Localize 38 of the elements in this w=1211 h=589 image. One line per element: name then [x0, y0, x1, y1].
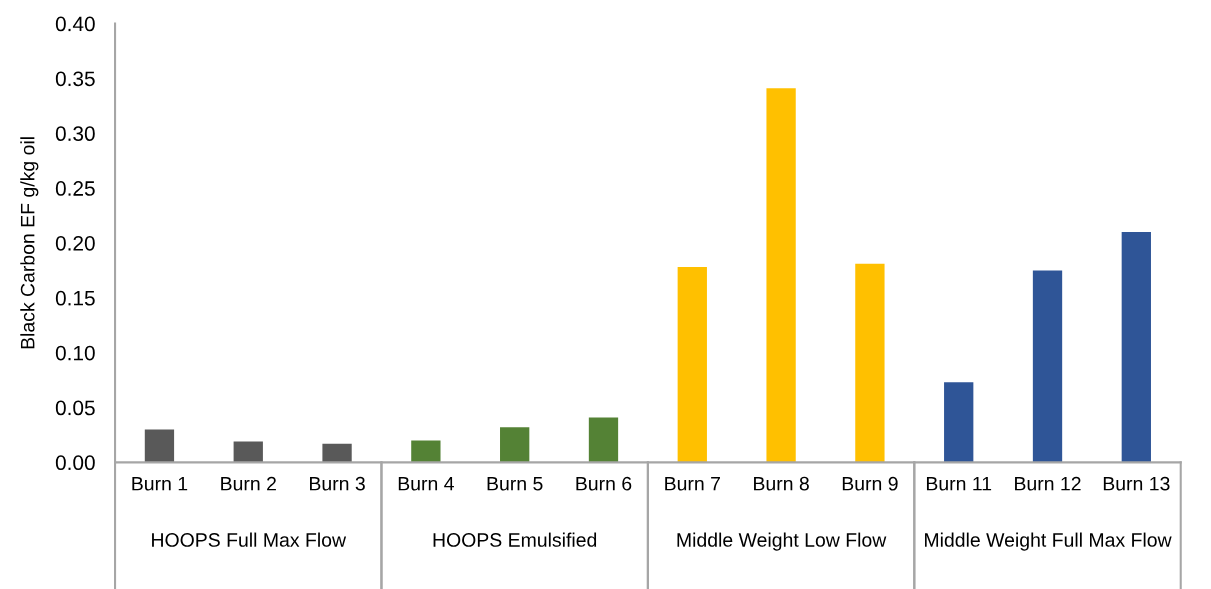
- bar: [944, 382, 974, 463]
- y-tick-label: 0.10: [55, 345, 95, 361]
- y-tick-label: 0.25: [55, 181, 95, 196]
- y-tick-label: 0.00: [55, 455, 95, 471]
- y-tick-label: 0.40: [55, 16, 95, 32]
- bar: [1032, 270, 1063, 463]
- x-tick-label: Burn 6: [576, 476, 632, 491]
- text: Middle Weight Low Flow: [677, 532, 887, 551]
- text: HOOPS Emulsified: [433, 532, 597, 547]
- text: HOOPS Full Max Flow: [152, 532, 347, 547]
- bar: [322, 443, 352, 463]
- bar: [766, 88, 796, 463]
- x-tick-label: Burn 7: [665, 476, 720, 491]
- y-tick-label: 0.30: [55, 126, 95, 142]
- bar: [411, 440, 441, 463]
- x-tick-label: Burn 5: [487, 476, 543, 491]
- bar: [855, 263, 885, 463]
- y-tick-label: 0.20: [55, 235, 95, 251]
- bar: [233, 441, 263, 463]
- x-tick-label: Burn 9: [842, 476, 898, 491]
- y-tick-label: 0.15: [55, 290, 95, 306]
- x-tick-label: Burn 4: [398, 476, 454, 491]
- x-tick-label: Burn 1: [132, 476, 188, 491]
- bar: [588, 417, 619, 463]
- x-tick-label: Burn 2: [221, 476, 276, 491]
- x-tick-label: Burn 3: [310, 476, 365, 491]
- x-tick-label: Burn 13: [1103, 476, 1170, 491]
- bar: [144, 429, 175, 463]
- text: Middle Weight Full Max Flow: [925, 532, 1172, 551]
- y-tick-label: 0.35: [55, 71, 95, 87]
- x-tick-label: Burn 12: [1015, 476, 1081, 491]
- y-axis-title: Black Carbon EF g/kg oil: [20, 137, 39, 349]
- bar: [677, 267, 707, 463]
- x-tick-label: Burn 11: [926, 476, 992, 491]
- y-tick-label: 0.05: [55, 400, 95, 416]
- x-tick-label: Burn 8: [754, 476, 809, 491]
- bar: [500, 427, 530, 463]
- bar: [1121, 231, 1151, 463]
